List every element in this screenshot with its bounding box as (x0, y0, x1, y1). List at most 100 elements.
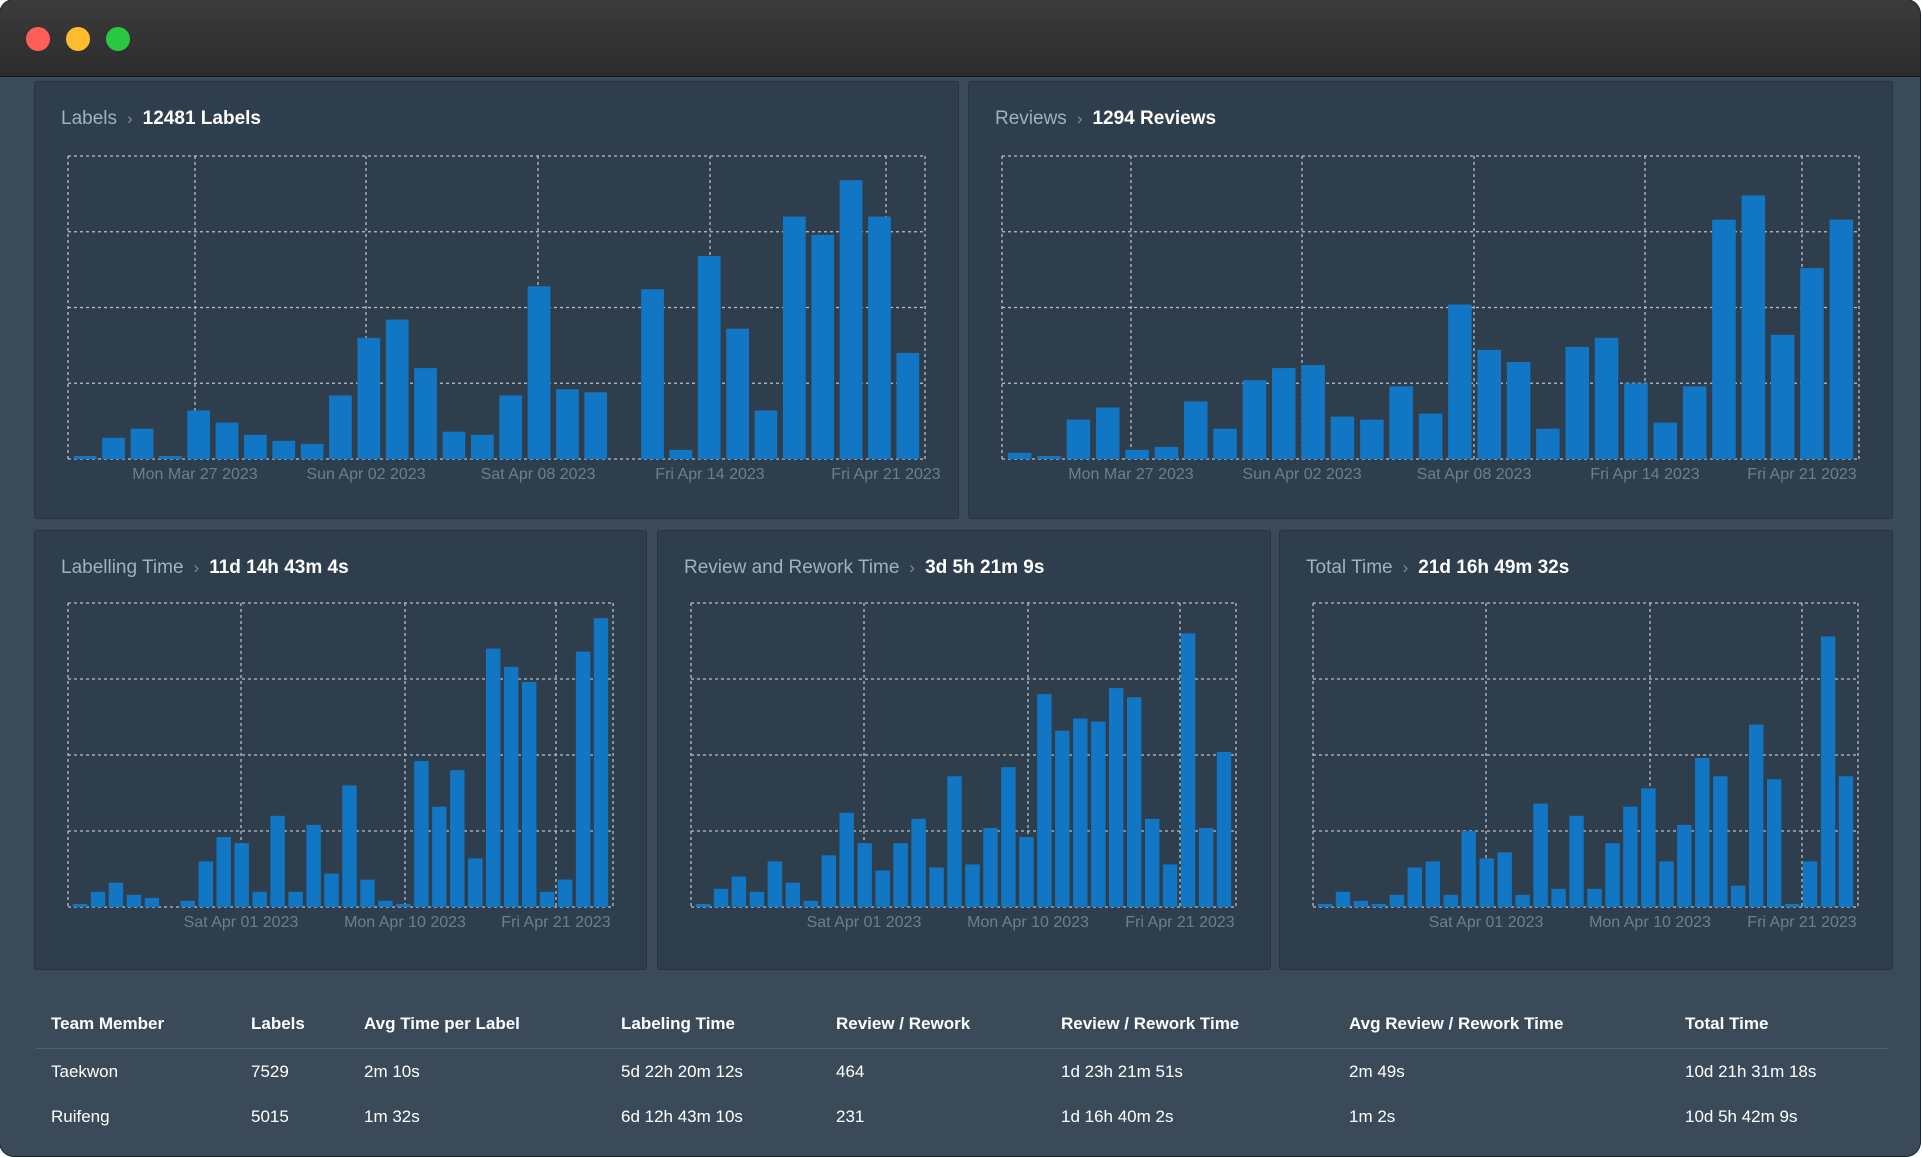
chart-bar (471, 434, 494, 459)
breadcrumb-label[interactable]: Labelling Time (61, 557, 184, 578)
table-row[interactable]: Taekwon 7529 2m 10s 5d 22h 20m 12s 464 1… (36, 1049, 1888, 1094)
chart-bar (1425, 861, 1440, 907)
x-tick-label: Sun Apr 02 2023 (306, 466, 425, 483)
breadcrumb-label[interactable]: Labels (61, 108, 117, 129)
chart-bar (1127, 697, 1142, 907)
chart-bar (1741, 195, 1766, 459)
table-header: Team Member Labels Avg Time per Label La… (36, 1010, 1888, 1049)
table-cell: 5015 (251, 1107, 289, 1126)
chart-bar (468, 858, 483, 907)
chart-bar (216, 837, 231, 907)
chevron-right-icon: › (193, 558, 200, 577)
x-tick-label: Fri Apr 21 2023 (1747, 914, 1857, 931)
chart-bar (911, 818, 926, 907)
chart-bar (875, 870, 890, 907)
chart-bar (983, 828, 998, 907)
chart-bar (306, 824, 321, 907)
x-tick-label: Fri Apr 21 2023 (501, 914, 611, 931)
chart-bar (1695, 758, 1710, 907)
chevron-right-icon: › (1076, 109, 1083, 128)
chart-bar (557, 879, 573, 907)
chart-bar (1443, 894, 1458, 907)
column-header[interactable]: Review / Rework (836, 1014, 971, 1033)
chart-bar (486, 648, 501, 907)
reviews-breadcrumb: Reviews › 1294 Reviews (995, 108, 1216, 130)
chart-bar (641, 289, 664, 459)
chart-bar (342, 785, 357, 907)
x-tick-label: Mon Apr 10 2023 (344, 914, 466, 931)
column-header[interactable]: Labels (251, 1014, 305, 1033)
column-header[interactable]: Avg Time per Label (364, 1014, 520, 1033)
chart-bar (187, 410, 210, 459)
table-cell: Taekwon (51, 1062, 119, 1081)
chart-bar (1533, 803, 1548, 907)
review-rework-time-chart: Sat Apr 01 2023 Mon Apr 10 2023 Fri Apr 21… (690, 602, 1237, 931)
column-header[interactable]: Avg Review / Rework Time (1349, 1014, 1564, 1033)
chart-bar (1515, 894, 1530, 907)
table-row[interactable]: Ruifeng 5015 1m 32s 6d 12h 43m 10s 231 1… (36, 1094, 1888, 1139)
chart-bar (522, 682, 537, 907)
chart-bar (442, 431, 466, 459)
chart-bar (102, 437, 125, 459)
chart-bar (584, 392, 608, 459)
chart-bar (1770, 334, 1795, 459)
reviews-panel: Reviews › 1294 Reviews Mon Mar 27 2023 Sun … (968, 81, 1893, 519)
chart-bar (893, 843, 908, 907)
chart-bar (1109, 688, 1124, 907)
chart-bar (1073, 718, 1088, 907)
x-tick-label: Sat Apr 08 2023 (481, 466, 596, 483)
chart-bar (72, 904, 88, 907)
chart-bar (1019, 837, 1034, 907)
chart-bar (1407, 867, 1422, 907)
chart-bar (1317, 904, 1333, 907)
chart-bar (749, 891, 765, 907)
review-rework-time-panel: Review and Rework Time › 3d 5h 21m 9s Sat … (657, 530, 1271, 970)
breadcrumb-label[interactable]: Reviews (995, 108, 1067, 129)
labelling-time-breadcrumb: Labelling Time › 11d 14h 43m 4s (61, 557, 349, 579)
chart-bar (1091, 721, 1106, 907)
chart-bar (1066, 419, 1091, 459)
chart-bar (1653, 422, 1677, 459)
x-tick-label: Sun Apr 02 2023 (1242, 466, 1361, 483)
chart-bar (329, 395, 352, 459)
close-button[interactable] (26, 27, 50, 51)
breadcrumb-label[interactable]: Review and Rework Time (684, 557, 900, 578)
chart-bar (396, 904, 411, 907)
table-cell: 1d 23h 21m 51s (1061, 1062, 1183, 1081)
labelling-time-panel: Labelling Time › 11d 14h 43m 4s Sat Apr 01… (34, 530, 647, 970)
dashboard: Labels › 12481 Labels Mon Mar 27 2023 Sun A… (0, 77, 1920, 1156)
chart-bar (527, 286, 551, 459)
column-header[interactable]: Labeling Time (621, 1014, 735, 1033)
maximize-button[interactable] (106, 27, 130, 51)
chart-bar (697, 256, 721, 459)
chart-bar (1829, 219, 1854, 459)
table-cell: Ruifeng (51, 1107, 110, 1126)
chart-bar (1551, 888, 1566, 907)
x-tick-label: Fri Apr 21 2023 (1125, 914, 1235, 931)
column-header[interactable]: Total Time (1685, 1014, 1769, 1033)
chart-bar (108, 882, 124, 907)
breadcrumb-label[interactable]: Total Time (1306, 557, 1393, 578)
column-header[interactable]: Team Member (51, 1014, 165, 1033)
chart-bar (839, 812, 854, 907)
chart-bar (504, 666, 519, 907)
chart-bar (1820, 636, 1836, 907)
chart-bar (731, 876, 747, 907)
chart-bar (1461, 831, 1476, 907)
chart-bar (1389, 894, 1405, 907)
chart-bar (270, 815, 285, 907)
chart-bar (1838, 776, 1854, 907)
labels-breadcrumb: Labels › 12481 Labels (61, 108, 261, 130)
chart-bar (695, 904, 711, 907)
column-header[interactable]: Review / Rework Time (1061, 1014, 1240, 1033)
chart-bar (324, 873, 339, 907)
total-time-panel: Total Time › 21d 16h 49m 32s Sat Apr 01 20… (1279, 530, 1893, 970)
chart-bar (1145, 818, 1160, 907)
labelling-time-chart: Sat Apr 01 2023 Mon Apr 10 2023 Fri Apr 21… (67, 602, 614, 931)
chart-bar (272, 440, 296, 459)
x-tick-label: Sat Apr 01 2023 (184, 914, 299, 931)
chart-bar (821, 855, 836, 907)
minimize-button[interactable] (66, 27, 90, 51)
chart-bar (1731, 885, 1746, 907)
chart-bar (1682, 386, 1707, 459)
